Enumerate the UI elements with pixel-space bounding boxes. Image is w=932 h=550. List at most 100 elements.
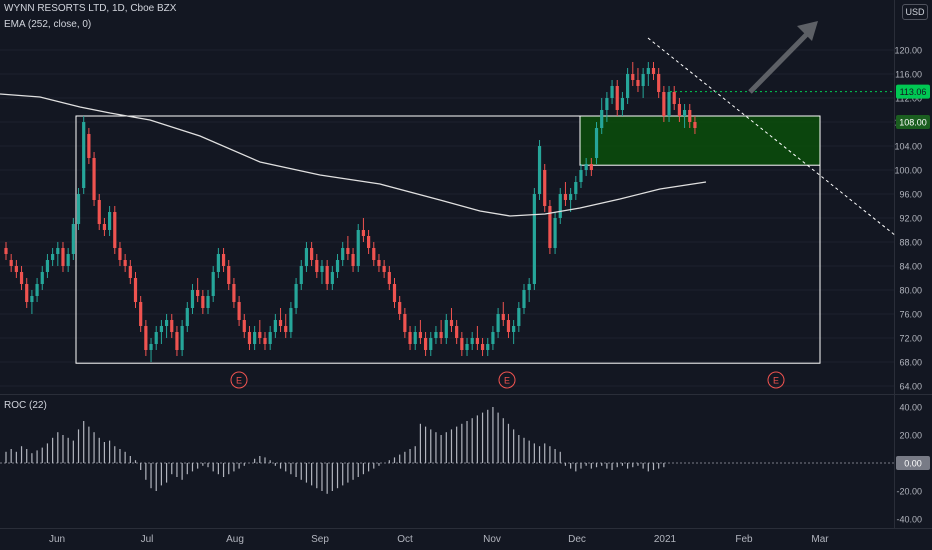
candle-body — [429, 338, 433, 350]
currency-badge[interactable]: USD — [902, 4, 928, 20]
candle-body — [242, 320, 246, 332]
candle-body — [175, 332, 179, 350]
drawing-overlays[interactable] — [647, 21, 897, 237]
candle-body — [475, 338, 479, 344]
candle-body — [574, 182, 578, 194]
candle-body — [470, 338, 474, 344]
roc-legend[interactable]: ROC (22) — [4, 400, 47, 411]
earnings-circle — [767, 371, 785, 389]
candle-body — [35, 284, 39, 296]
candle-body — [159, 326, 163, 332]
candle-body — [180, 326, 184, 350]
candle-body — [144, 326, 148, 350]
candle-body — [480, 344, 485, 350]
candle-body — [392, 284, 397, 302]
candle-body — [512, 326, 516, 332]
candle-body — [330, 272, 334, 284]
last-price-label: 113.06 — [900, 87, 927, 97]
candle-body — [398, 302, 402, 314]
symbol-legend[interactable]: WYNN RESORTS LTD, 1D, Cboe BZX — [4, 3, 177, 14]
candle-body — [51, 254, 55, 260]
time-axis-label: Nov — [483, 534, 501, 545]
candle-body — [232, 284, 236, 302]
earnings-letter: E — [773, 376, 779, 386]
earnings-marker[interactable]: E — [498, 371, 516, 389]
candle-body — [553, 218, 557, 248]
descending-trendline[interactable] — [647, 37, 897, 237]
candle-body — [294, 284, 298, 308]
candle-body — [315, 260, 319, 272]
candle-body — [216, 254, 220, 272]
candle-body — [610, 86, 614, 98]
candle-body — [201, 296, 205, 308]
earnings-marker[interactable]: E — [767, 371, 785, 389]
candle-body — [170, 320, 174, 332]
resistance-zone[interactable] — [579, 115, 821, 166]
candle-body — [30, 296, 34, 302]
candle-body — [548, 206, 552, 248]
roc-series — [0, 407, 894, 494]
candle-body — [289, 308, 293, 332]
candle-body — [646, 68, 650, 74]
candle-body — [563, 194, 568, 200]
zone-top-label-bg — [896, 115, 930, 129]
candle-body — [9, 260, 13, 266]
roc-zero-label-bg — [896, 456, 930, 470]
candle-body — [636, 80, 640, 86]
candle-body — [356, 230, 360, 266]
candle-body — [87, 134, 91, 158]
price-tick-label: 68.00 — [899, 358, 922, 368]
candle-body — [403, 314, 407, 332]
candle-body — [605, 98, 609, 110]
price-tick-label: 100.00 — [894, 166, 922, 176]
candle-body — [71, 224, 75, 254]
time-axis[interactable]: Jun Jul Aug Sep Oct Nov Dec 2021 Feb Mar — [49, 534, 829, 545]
candle-body — [45, 260, 50, 272]
price-axis[interactable]: 120.00116.00112.00108.00104.00100.0096.0… — [894, 46, 930, 392]
candle-body — [108, 212, 112, 230]
candle-body — [164, 320, 169, 326]
candle-body — [341, 248, 345, 260]
candle-body — [537, 146, 542, 194]
candle-body — [423, 338, 428, 350]
candle-body — [320, 266, 324, 272]
price-tick-label: 104.00 — [894, 142, 922, 152]
time-axis-label: Mar — [811, 534, 829, 545]
candle-body — [626, 74, 630, 98]
candle-body — [589, 164, 593, 170]
candle-body — [460, 338, 464, 350]
candle-body — [615, 86, 619, 110]
candle-body — [455, 326, 459, 338]
candle-body — [372, 248, 376, 260]
candle-body — [190, 290, 195, 308]
candle-body — [651, 68, 656, 74]
drawings[interactable] — [75, 115, 821, 364]
price-tick-label: 88.00 — [899, 238, 922, 248]
earnings-circle — [230, 371, 248, 389]
candle-body — [185, 308, 189, 326]
candle-body — [517, 308, 521, 326]
earnings-marker[interactable]: E — [230, 371, 248, 389]
roc-zero-label: 0.00 — [904, 459, 922, 469]
candle-body — [682, 110, 687, 116]
candle-body — [418, 332, 422, 338]
candle-body — [61, 248, 65, 266]
candle-body — [97, 200, 101, 224]
candle-body — [25, 284, 29, 302]
candle-body — [92, 158, 96, 200]
range-rectangle[interactable] — [75, 115, 821, 364]
candle-body — [263, 338, 267, 344]
candle-body — [501, 314, 505, 320]
candle-body — [662, 92, 666, 116]
trend-arrow[interactable] — [748, 21, 818, 94]
candle-body — [284, 326, 288, 332]
price-grid — [0, 49, 894, 387]
candle-body — [66, 254, 70, 266]
candle-body — [439, 332, 443, 338]
candle-body — [543, 170, 547, 206]
last-price-label-bg — [896, 84, 930, 99]
ema-legend[interactable]: EMA (252, close, 0) — [4, 19, 92, 30]
